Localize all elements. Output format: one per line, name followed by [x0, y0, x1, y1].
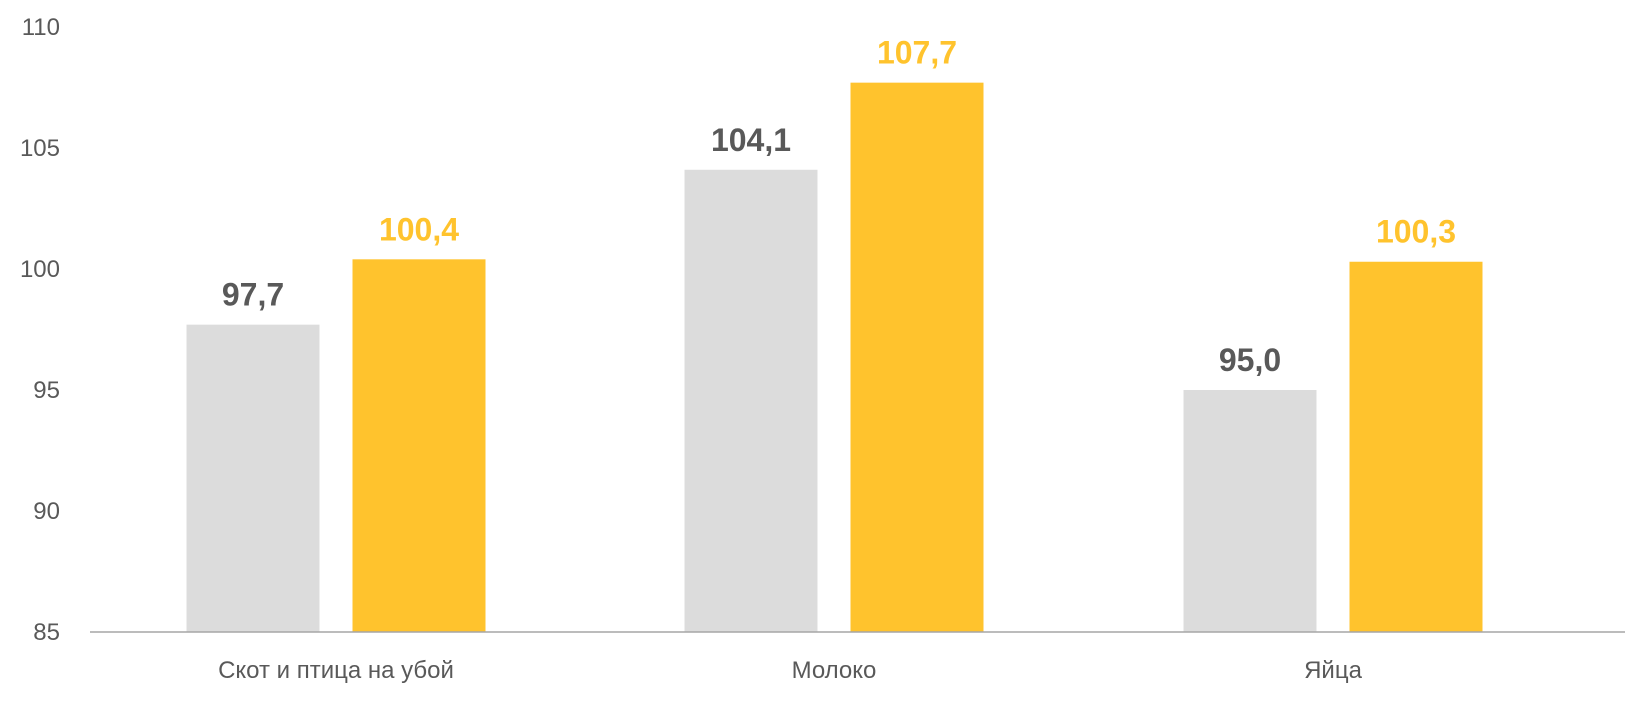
x-category-label: Яйца	[1304, 657, 1362, 684]
bar-series-2-2	[850, 82, 984, 632]
data-label: 100,3	[1376, 214, 1456, 250]
data-label: 107,7	[877, 35, 957, 71]
bar-series-1-1	[186, 324, 320, 632]
y-tick-label: 110	[22, 14, 60, 41]
data-label: 97,7	[222, 277, 284, 313]
data-label: 100,4	[379, 211, 459, 247]
y-tick-label: 105	[20, 135, 60, 162]
bar-series-1-3	[1183, 390, 1317, 632]
data-labels: 97,7 104,1 95,0 100,4 107,7 100,3	[222, 35, 1456, 378]
y-tick-label: 100	[20, 256, 60, 283]
y-tick-label: 90	[33, 498, 60, 525]
y-tick-label: 95	[33, 377, 60, 404]
data-label: 104,1	[711, 122, 791, 158]
bars	[186, 82, 1483, 632]
y-axis-ticks: 85 90 95 100 105 110	[20, 14, 60, 646]
bar-series-1-2	[684, 169, 818, 632]
bar-series-2-3	[1349, 261, 1483, 632]
data-label: 95,0	[1219, 342, 1281, 378]
x-category-label: Скот и птица на убой	[218, 657, 454, 684]
y-tick-label: 85	[33, 619, 60, 646]
x-category-label: Молоко	[792, 657, 877, 684]
x-axis-category-labels: Скот и птица на убой Молоко Яйца	[218, 657, 1362, 684]
bar-series-2-1	[352, 259, 486, 632]
